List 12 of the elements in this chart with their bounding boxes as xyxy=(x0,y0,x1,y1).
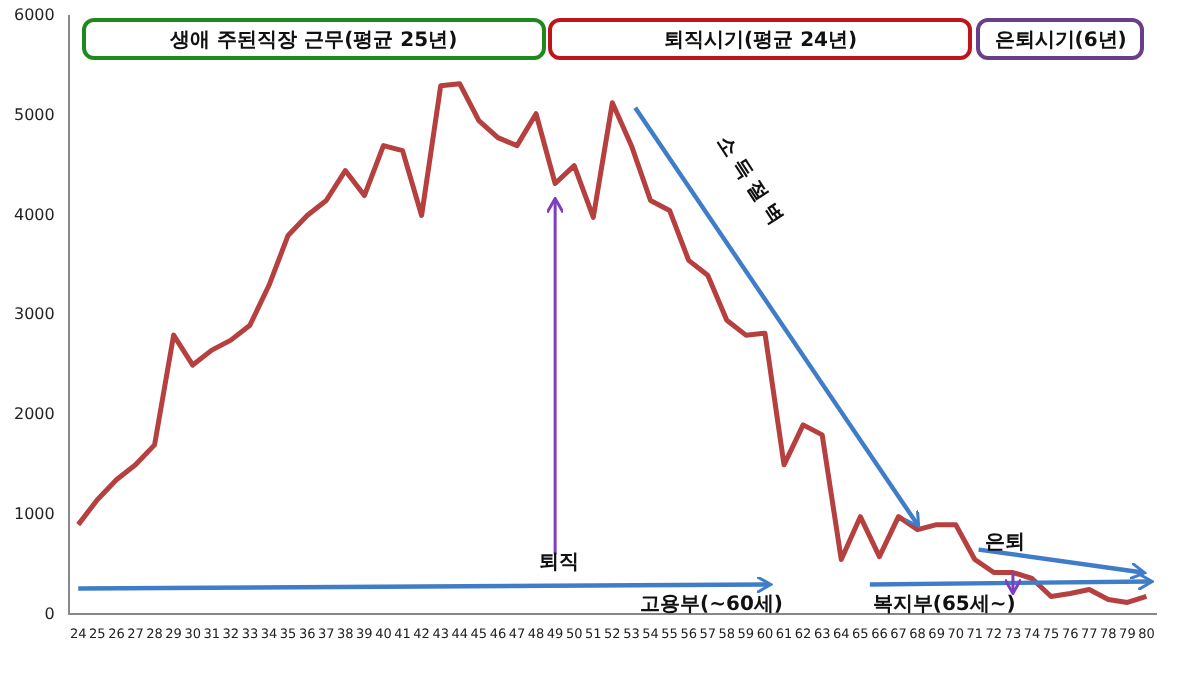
annotation: 소 득 절 벽 xyxy=(710,130,788,231)
y-tick-label: 6000 xyxy=(14,6,55,25)
y-tick-label: 1000 xyxy=(14,504,55,523)
annotation: 복지부(65세~) xyxy=(872,591,1016,618)
y-tick-label: 4000 xyxy=(14,205,55,224)
y-tick-label: 3000 xyxy=(14,305,55,324)
annotation: 퇴직 xyxy=(538,549,579,576)
y-tick-label: 0 xyxy=(44,604,55,623)
annotation: 은퇴 xyxy=(985,530,1026,557)
y-tick-label: 5000 xyxy=(14,105,55,124)
y-tick-label: 2000 xyxy=(14,405,55,424)
annotation: 고용부(~60세) xyxy=(640,591,783,618)
